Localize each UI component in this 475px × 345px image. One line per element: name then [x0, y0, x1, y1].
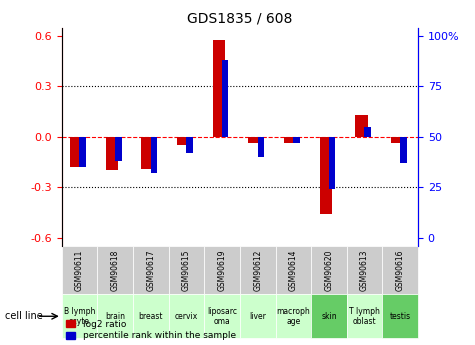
Bar — [106, 137, 118, 170]
FancyBboxPatch shape — [311, 246, 347, 294]
FancyBboxPatch shape — [62, 294, 97, 338]
Text: GSM90616: GSM90616 — [396, 249, 405, 291]
FancyBboxPatch shape — [133, 294, 169, 338]
Text: GSM90618: GSM90618 — [111, 249, 120, 291]
FancyBboxPatch shape — [62, 246, 97, 294]
Bar — [391, 137, 403, 144]
Text: cervix: cervix — [175, 312, 198, 321]
Legend: log2 ratio, percentile rank within the sample: log2 ratio, percentile rank within the s… — [66, 320, 236, 341]
FancyBboxPatch shape — [276, 294, 311, 338]
Bar — [257, 137, 264, 157]
Title: GDS1835 / 608: GDS1835 / 608 — [187, 11, 293, 25]
FancyBboxPatch shape — [204, 246, 240, 294]
Text: GSM90619: GSM90619 — [218, 249, 227, 291]
Text: skin: skin — [321, 312, 337, 321]
FancyBboxPatch shape — [347, 246, 382, 294]
Bar — [400, 137, 407, 163]
Text: cell line: cell line — [5, 311, 42, 321]
Bar — [320, 137, 332, 214]
Bar — [151, 137, 157, 173]
Bar — [222, 60, 228, 137]
Bar — [329, 137, 335, 189]
Text: brain: brain — [105, 312, 125, 321]
Bar — [79, 137, 86, 167]
Text: GSM90615: GSM90615 — [182, 249, 191, 291]
FancyBboxPatch shape — [204, 294, 240, 338]
Bar — [186, 137, 193, 153]
Bar — [248, 137, 261, 144]
Text: GSM90614: GSM90614 — [289, 249, 298, 291]
FancyBboxPatch shape — [133, 246, 169, 294]
Text: liver: liver — [249, 312, 266, 321]
FancyBboxPatch shape — [240, 246, 276, 294]
Text: T lymph
oblast: T lymph oblast — [349, 307, 380, 326]
Text: GSM90612: GSM90612 — [253, 249, 262, 291]
Text: testis: testis — [390, 312, 411, 321]
FancyBboxPatch shape — [97, 294, 133, 338]
Bar — [355, 115, 368, 137]
Bar — [177, 137, 190, 145]
FancyBboxPatch shape — [276, 246, 311, 294]
Bar — [213, 40, 225, 137]
Bar — [70, 137, 83, 167]
FancyBboxPatch shape — [382, 246, 418, 294]
FancyBboxPatch shape — [97, 246, 133, 294]
Text: B lymph
ocyte: B lymph ocyte — [64, 307, 95, 326]
Text: breast: breast — [139, 312, 163, 321]
Bar — [284, 137, 296, 144]
FancyBboxPatch shape — [240, 294, 276, 338]
FancyBboxPatch shape — [347, 294, 382, 338]
Text: GSM90617: GSM90617 — [146, 249, 155, 291]
Text: GSM90620: GSM90620 — [324, 249, 333, 291]
FancyBboxPatch shape — [311, 294, 347, 338]
FancyBboxPatch shape — [169, 294, 204, 338]
Bar — [293, 137, 300, 143]
Text: GSM90613: GSM90613 — [360, 249, 369, 291]
FancyBboxPatch shape — [169, 246, 204, 294]
FancyBboxPatch shape — [382, 294, 418, 338]
Text: macroph
age: macroph age — [276, 307, 310, 326]
Text: GSM90611: GSM90611 — [75, 249, 84, 291]
Bar — [115, 137, 122, 161]
Bar — [142, 137, 154, 169]
Bar — [364, 127, 371, 137]
Text: liposarc
oma: liposarc oma — [207, 307, 237, 326]
